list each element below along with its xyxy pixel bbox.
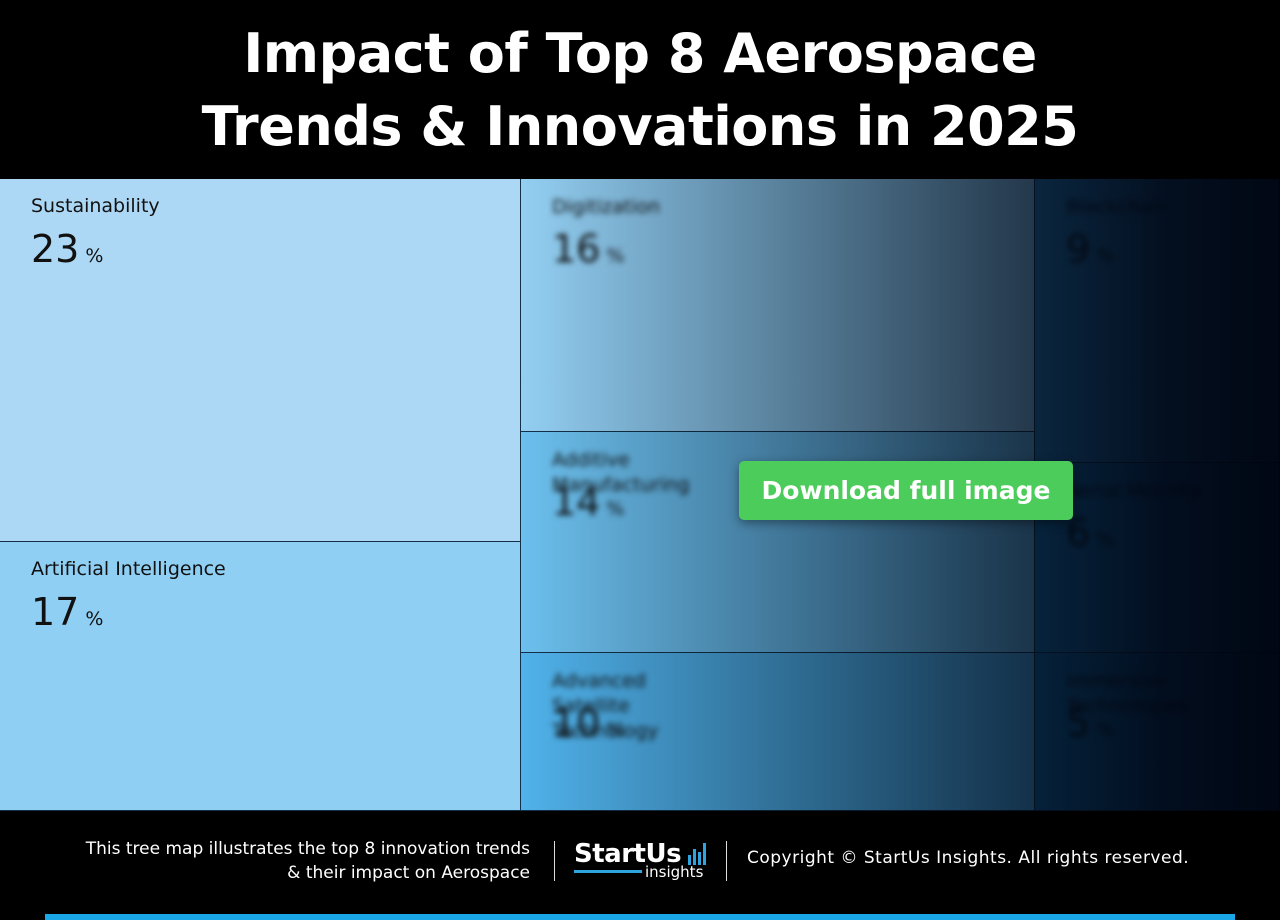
download-full-image-button[interactable]: Download full image bbox=[739, 461, 1073, 520]
treemap-value-unit: % bbox=[1096, 529, 1115, 551]
treemap-cell-value: 9% bbox=[1066, 227, 1114, 271]
footer-description: This tree map illustrates the top 8 inno… bbox=[40, 837, 530, 885]
treemap-cell: Blockchain 9% bbox=[1035, 179, 1280, 463]
footer-description-line-1: This tree map illustrates the top 8 inno… bbox=[85, 839, 530, 859]
treemap-cell-value: 6% bbox=[1066, 511, 1114, 555]
treemap-cell-label: Artificial Intelligence bbox=[31, 558, 226, 580]
treemap-cell-value: 10% bbox=[552, 701, 624, 745]
treemap-chart: Sustainability 23% Artificial Intelligence… bbox=[0, 179, 1280, 811]
treemap-cell: Sustainability 23% bbox=[0, 179, 521, 542]
treemap-value-unit: % bbox=[1096, 245, 1115, 267]
logo-bars-icon bbox=[688, 841, 708, 865]
treemap-value-number: 17 bbox=[31, 590, 80, 634]
treemap-value-unit: % bbox=[606, 719, 625, 741]
treemap-value-unit: % bbox=[85, 608, 104, 630]
treemap-value-number: 5 bbox=[1066, 701, 1091, 745]
footer-accent-bar bbox=[45, 914, 1235, 920]
treemap-cell-value: 17% bbox=[31, 590, 103, 634]
page-title-line-2: Trends & Innovations in 2025 bbox=[201, 94, 1079, 158]
treemap-cell: Immersive Technologies 5% bbox=[1035, 653, 1280, 811]
page-header: Impact of Top 8 Aerospace Trends & Innov… bbox=[0, 0, 1280, 179]
treemap-value-unit: % bbox=[606, 498, 625, 520]
treemap-cell-value: 5% bbox=[1066, 701, 1114, 745]
treemap-cell: Digitization 16% bbox=[521, 179, 1035, 432]
treemap-cell-label: Sustainability bbox=[31, 195, 160, 217]
page-footer: This tree map illustrates the top 8 inno… bbox=[0, 811, 1280, 920]
treemap-value-number: 9 bbox=[1066, 227, 1091, 271]
treemap-cell-label: Digitization bbox=[552, 196, 660, 218]
treemap-value-unit: % bbox=[1096, 719, 1115, 741]
treemap-cell-value: 16% bbox=[552, 227, 624, 271]
page-title-line-1: Impact of Top 8 Aerospace bbox=[243, 21, 1037, 85]
treemap-cell: Advanced Satellite Technology 10% bbox=[521, 653, 1035, 811]
logo-subtext: insights bbox=[645, 863, 704, 881]
treemap-value-number: 14 bbox=[552, 480, 601, 524]
logo-underline bbox=[574, 870, 642, 873]
treemap-value-unit: % bbox=[606, 245, 625, 267]
footer-divider-right bbox=[726, 841, 727, 881]
treemap-cell-value: 23% bbox=[31, 227, 103, 271]
treemap-cell: Artificial Intelligence 17% bbox=[0, 542, 521, 811]
treemap-cell-label: Aerial Mobility bbox=[1066, 480, 1202, 502]
treemap-value-unit: % bbox=[85, 245, 104, 267]
treemap-cell-value: 14% bbox=[552, 480, 624, 524]
treemap-value-number: 16 bbox=[552, 227, 601, 271]
copyright-text: Copyright © StartUs Insights. All rights… bbox=[747, 848, 1190, 868]
startus-insights-logo: StartUs insights bbox=[574, 839, 714, 887]
footer-divider-left bbox=[554, 841, 555, 881]
treemap-value-number: 23 bbox=[31, 227, 80, 271]
treemap-cell-label: Blockchain bbox=[1066, 196, 1169, 218]
treemap-value-number: 10 bbox=[552, 701, 601, 745]
logo-wordmark: StartUs bbox=[574, 839, 682, 869]
footer-description-line-2: & their impact on Aerospace bbox=[287, 863, 530, 883]
